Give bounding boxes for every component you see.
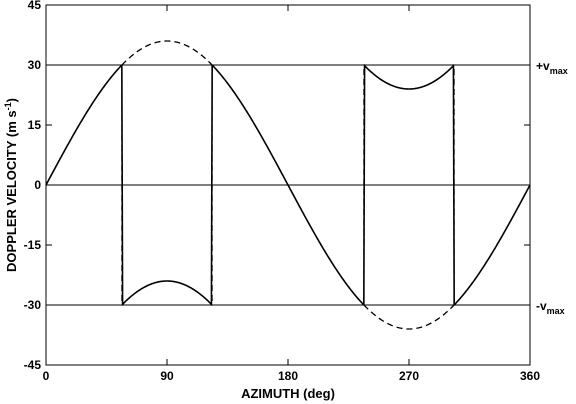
folded-segment-0 xyxy=(45,64,123,186)
y-axis-title: DOPPLER VELOCITY (m s-1) xyxy=(3,98,19,272)
true-arc-negative xyxy=(363,304,455,330)
x-tick-label-4: 360 xyxy=(520,369,540,383)
folded-segment-2 xyxy=(211,64,365,306)
y-tick-label-3: 0 xyxy=(34,178,41,192)
y-tick-label-5: 30 xyxy=(28,58,42,72)
folded-segment-3 xyxy=(363,63,455,305)
x-tick-label-2: 180 xyxy=(278,369,298,383)
vmax-label-0: +vmax xyxy=(536,59,568,76)
vmax-labels: +vmax -vmax xyxy=(536,59,568,316)
true-arc-positive xyxy=(121,40,213,66)
y-tick-label-1: -30 xyxy=(24,298,42,312)
y-tick-label-4: 15 xyxy=(28,118,42,132)
x-axis-ticks: 0 90 180 270 360 xyxy=(43,5,540,383)
x-axis-title: AZIMUTH (deg) xyxy=(241,386,335,401)
folded-segment-4 xyxy=(453,184,531,306)
y-tick-label-6: 45 xyxy=(28,0,42,12)
folded-segment-1 xyxy=(121,65,213,307)
y-tick-label-0: -45 xyxy=(24,358,42,372)
folded-velocity-solid xyxy=(45,63,531,307)
y-tick-label-2: -15 xyxy=(24,238,42,252)
y-axis-ticks: -45 -30 -15 0 15 30 45 xyxy=(24,0,530,372)
x-tick-label-1: 90 xyxy=(160,369,174,383)
plot-area: 0 90 180 270 360 -45 -30 -15 0 15 30 45 +vmax -vmax xyxy=(24,0,568,383)
x-tick-label-3: 270 xyxy=(399,369,419,383)
x-tick-label-0: 0 xyxy=(43,369,50,383)
vmax-label-2: -vmax xyxy=(536,299,565,316)
